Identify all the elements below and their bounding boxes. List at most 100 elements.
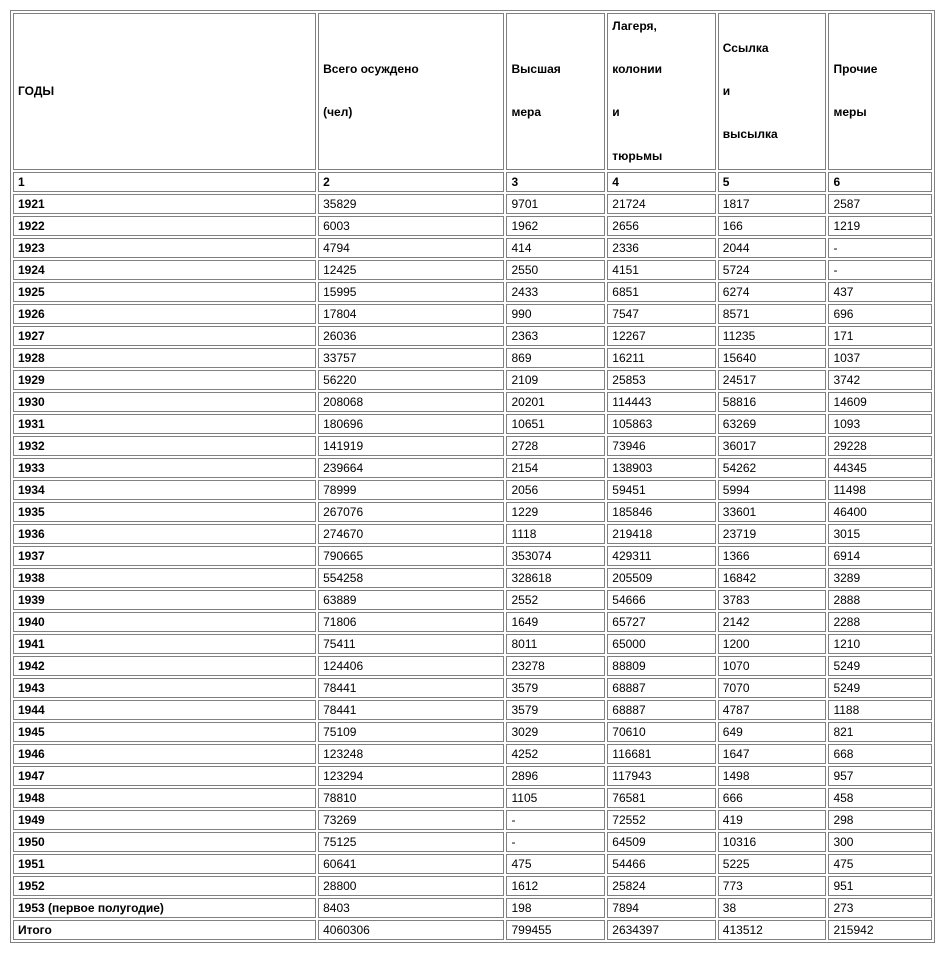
value-cell: 75125 <box>318 832 504 852</box>
table-row: 193526707612291858463360146400 <box>13 502 932 522</box>
value-cell: 23719 <box>718 524 827 544</box>
value-cell: 7547 <box>607 304 716 324</box>
value-cell: 58816 <box>718 392 827 412</box>
year-cell: 1948 <box>13 788 316 808</box>
value-cell: 68887 <box>607 700 716 720</box>
value-cell: 2109 <box>506 370 605 390</box>
value-cell: 668 <box>828 744 932 764</box>
value-cell: 46400 <box>828 502 932 522</box>
column-number-cell: 4 <box>607 172 716 192</box>
value-cell: 15995 <box>318 282 504 302</box>
year-cell: 1941 <box>13 634 316 654</box>
year-cell: 1930 <box>13 392 316 412</box>
table-row: 194612324842521166811647668 <box>13 744 932 764</box>
year-cell: 1944 <box>13 700 316 720</box>
value-cell: 26036 <box>318 326 504 346</box>
value-cell: 63269 <box>718 414 827 434</box>
value-cell: 419 <box>718 810 827 830</box>
value-cell: 1219 <box>828 216 932 236</box>
column-header-4: Лагеря,колонииитюрьмы <box>607 13 716 170</box>
value-cell: 123248 <box>318 744 504 764</box>
year-cell: 1932 <box>13 436 316 456</box>
value-cell: 5249 <box>828 656 932 676</box>
value-cell: - <box>506 810 605 830</box>
table-row: Итого40603067994552634397413512215942 <box>13 920 932 940</box>
table-row: 1930208068202011144435881614609 <box>13 392 932 412</box>
value-cell: 1105 <box>506 788 605 808</box>
table-row: 194575109302970610649821 <box>13 722 932 742</box>
table-row: 19407180616496572721422288 <box>13 612 932 632</box>
value-cell: 10316 <box>718 832 827 852</box>
value-cell: 6003 <box>318 216 504 236</box>
table-row: 19261780499075478571696 <box>13 304 932 324</box>
value-cell: 116681 <box>607 744 716 764</box>
value-cell: 33757 <box>318 348 504 368</box>
value-cell: 2142 <box>718 612 827 632</box>
value-cell: 2888 <box>828 590 932 610</box>
value-cell: 2728 <box>506 436 605 456</box>
value-cell: 78441 <box>318 678 504 698</box>
value-cell: 414 <box>506 238 605 258</box>
value-cell: 114443 <box>607 392 716 412</box>
table-row: 19447844135796888747871188 <box>13 700 932 720</box>
table-row: 193779066535307442931113666914 <box>13 546 932 566</box>
value-cell: 185846 <box>607 502 716 522</box>
value-cell: 267076 <box>318 502 504 522</box>
value-cell: 208068 <box>318 392 504 412</box>
table-row: 19362746701118219418237193015 <box>13 524 932 544</box>
year-cell: Итого <box>13 920 316 940</box>
value-cell: 3579 <box>506 678 605 698</box>
value-cell: 990 <box>506 304 605 324</box>
table-row: 19272603623631226711235171 <box>13 326 932 346</box>
value-cell: 54466 <box>607 854 716 874</box>
year-cell: 1935 <box>13 502 316 522</box>
table-row: 1953 (первое полугодие)8403198789438273 <box>13 898 932 918</box>
year-cell: 1951 <box>13 854 316 874</box>
value-cell: 124406 <box>318 656 504 676</box>
year-cell: 1949 <box>13 810 316 830</box>
value-cell: 554258 <box>318 568 504 588</box>
value-cell: 59451 <box>607 480 716 500</box>
value-cell: 957 <box>828 766 932 786</box>
column-number-row: 123456 <box>13 172 932 192</box>
value-cell: 20201 <box>506 392 605 412</box>
value-cell: 88809 <box>607 656 716 676</box>
value-cell: 1070 <box>718 656 827 676</box>
year-cell: 1942 <box>13 656 316 676</box>
value-cell: 3579 <box>506 700 605 720</box>
value-cell: 38 <box>718 898 827 918</box>
value-cell: 36017 <box>718 436 827 456</box>
value-cell: 5724 <box>718 260 827 280</box>
column-header-1: ГОДЫ <box>13 13 316 170</box>
value-cell: 78999 <box>318 480 504 500</box>
year-cell: 1921 <box>13 194 316 214</box>
value-cell: 23278 <box>506 656 605 676</box>
column-header-3: Высшаямера <box>506 13 605 170</box>
value-cell: 12425 <box>318 260 504 280</box>
value-cell: 1210 <box>828 634 932 654</box>
table-row: 1938554258328618205509168423289 <box>13 568 932 588</box>
value-cell: 70610 <box>607 722 716 742</box>
value-cell: 437 <box>828 282 932 302</box>
table-row: 19437844135796888770705249 <box>13 678 932 698</box>
value-cell: 16842 <box>718 568 827 588</box>
value-cell: 2634397 <box>607 920 716 940</box>
value-cell: 328618 <box>506 568 605 588</box>
value-cell: 274670 <box>318 524 504 544</box>
year-cell: 1933 <box>13 458 316 478</box>
value-cell: 21724 <box>607 194 716 214</box>
value-cell: 180696 <box>318 414 504 434</box>
value-cell: 9701 <box>506 194 605 214</box>
value-cell: 799455 <box>506 920 605 940</box>
value-cell: 71806 <box>318 612 504 632</box>
table-row: 1942124406232788880910705249 <box>13 656 932 676</box>
year-cell: 1953 (первое полугодие) <box>13 898 316 918</box>
column-header-label: Прочиемеры <box>833 59 927 124</box>
table-row: 192515995243368516274437 <box>13 282 932 302</box>
table-row: 194878810110576581666458 <box>13 788 932 808</box>
value-cell: 649 <box>718 722 827 742</box>
table-row: 19226003196226561661219 <box>13 216 932 236</box>
value-cell: 65000 <box>607 634 716 654</box>
value-cell: 65727 <box>607 612 716 632</box>
value-cell: 1498 <box>718 766 827 786</box>
